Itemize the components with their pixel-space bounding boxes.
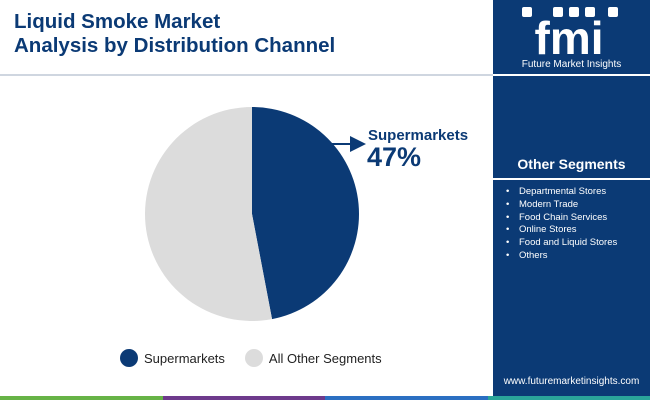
- legend-item-other: All Other Segments: [244, 349, 382, 367]
- color-bar-green: [0, 396, 163, 400]
- svg-text:fmi: fmi: [535, 12, 604, 58]
- legend-swatch-other: [244, 349, 263, 367]
- pie-chart-area: [0, 76, 493, 400]
- legend-label-supermarkets: Supermarkets: [144, 350, 225, 366]
- page-title: Liquid Smoke Market Analysis by Distribu…: [14, 10, 484, 58]
- title-line-2: Analysis by Distribution Channel: [14, 34, 336, 57]
- segment-item: Departmental Stores: [506, 186, 646, 199]
- color-bar-teal: [487, 396, 650, 400]
- logo-text: Future Market Insights: [521, 59, 622, 70]
- pie-slice-all-other-segments: [144, 107, 273, 321]
- chart-legend: Supermarkets All Other Segments: [120, 347, 402, 369]
- footer-url[interactable]: www.futuremarketinsights.com: [503, 376, 640, 387]
- segment-item: Food and Liquid Stores: [506, 237, 646, 250]
- pie-chart: [144, 107, 366, 321]
- segment-item: Others: [506, 250, 646, 263]
- other-segments-list: Departmental Stores Modern Trade Food Ch…: [506, 186, 646, 263]
- segment-item: Food Chain Services: [506, 212, 646, 225]
- other-segments-divider: [493, 178, 650, 180]
- callout-label: Supermarkets: [368, 127, 469, 144]
- segment-item: Online Stores: [506, 224, 646, 237]
- fmi-logo-icon: fmi: [522, 7, 618, 58]
- color-bar-blue: [325, 396, 488, 400]
- sidebar: fmi Future Market Insights Other Segment…: [493, 0, 650, 400]
- legend-swatch-supermarkets: [120, 349, 138, 367]
- color-bar-purple: [162, 396, 325, 400]
- bottom-color-bar: [0, 396, 650, 400]
- legend-label-other: All Other Segments: [268, 350, 382, 366]
- fmi-logo: fmi Future Market Insights: [493, 0, 650, 72]
- segment-item: Modern Trade: [506, 199, 646, 212]
- logo-divider: [493, 74, 650, 76]
- title-divider: [0, 74, 493, 76]
- chart-panel: Liquid Smoke Market Analysis by Distribu…: [0, 10, 493, 400]
- pie-slice-supermarkets: [252, 107, 359, 320]
- title-line-1: Liquid Smoke Market: [14, 10, 221, 33]
- legend-item-supermarkets: Supermarkets: [120, 349, 225, 367]
- callout-value: 47%: [367, 142, 422, 172]
- other-segments-title: Other Segments: [517, 156, 626, 172]
